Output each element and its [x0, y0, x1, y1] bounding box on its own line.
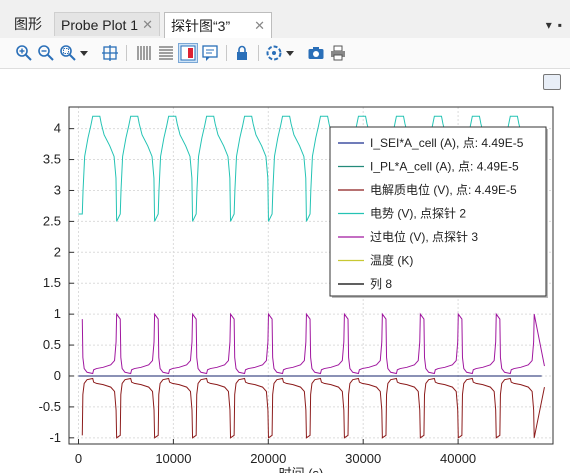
legend-entry: 列 8 — [370, 277, 392, 291]
legend-box — [329, 126, 547, 297]
x-axis-label: 时间 (s) — [279, 466, 324, 473]
tab-label: Probe Plot 1 — [61, 16, 139, 33]
y-tick-label: 3 — [54, 182, 61, 197]
x-tick-label: 40000 — [440, 451, 476, 466]
zoom-out-icon[interactable] — [36, 43, 56, 63]
tab-graphics[interactable]: 图形 — [8, 12, 52, 36]
zoom-in-icon[interactable] — [14, 43, 34, 63]
y-tick-label: 3.5 — [43, 152, 61, 167]
y-tick-label: 1 — [54, 306, 61, 321]
y-tick-label: 2 — [54, 244, 61, 259]
y-tick-label: -0.5 — [39, 399, 61, 414]
legend-entry: 温度 (K) — [370, 253, 413, 268]
lock-icon[interactable] — [232, 43, 252, 63]
tab-label: 探针图“3” — [171, 17, 231, 34]
tab-label: 图形 — [14, 16, 42, 32]
y-tick-label: -1 — [49, 430, 61, 445]
close-icon[interactable]: ✕ — [254, 17, 265, 33]
x-tick-label: 30000 — [345, 451, 381, 466]
tab-probe-plot-3[interactable]: 探针图“3” ✕ — [164, 12, 272, 39]
maximize-icon[interactable]: ▪ — [557, 18, 562, 32]
chart-axes — [68, 106, 554, 445]
y-tick-label: 2.5 — [43, 213, 61, 228]
y-tick-label: 0.5 — [43, 337, 61, 352]
snapshot-icon[interactable] — [306, 43, 326, 63]
series-overpotential — [81, 312, 545, 375]
series-electrolyte-potential — [81, 377, 545, 439]
chevron-down-icon[interactable] — [78, 43, 90, 63]
plot-frame — [68, 106, 554, 445]
zoom-box-icon[interactable] — [58, 43, 78, 63]
y-tick-label: 1.5 — [43, 275, 61, 290]
legend-entry: 电势 (V), 点探针 2 — [370, 206, 466, 221]
legend-entry: I_SEI*A_cell (A), 点: 4.49E-5 — [370, 136, 524, 150]
chevron-down-icon[interactable] — [284, 43, 296, 63]
legend-entry: 过电位 (V), 点探针 3 — [370, 229, 478, 244]
legend-icon[interactable] — [178, 43, 198, 63]
close-icon[interactable]: ✕ — [142, 16, 153, 32]
tab-bar: 图形 Probe Plot 1 ✕ 探针图“3” ✕ ▾ ▪ — [0, 0, 570, 39]
tab-probe-plot-1[interactable]: Probe Plot 1 ✕ — [54, 12, 160, 36]
camera-orbit-icon[interactable] — [264, 43, 284, 63]
graphics-toolbar — [0, 38, 570, 69]
legend-entry: 电解质电位 (V), 点: 4.49E-5 — [370, 182, 517, 197]
y-tick-label: 0 — [54, 368, 61, 383]
x-tick-label: 10000 — [155, 451, 191, 466]
grid-x-icon[interactable] — [134, 43, 154, 63]
chevron-down-icon[interactable]: ▾ — [545, 18, 552, 32]
y-tick-label: 4 — [54, 121, 61, 136]
x-tick-label: 0 — [75, 451, 82, 466]
zoom-extents-icon[interactable] — [100, 43, 120, 63]
annotation-icon[interactable] — [200, 43, 220, 63]
comsol-logo-icon — [543, 74, 561, 90]
print-icon[interactable] — [328, 43, 348, 63]
legend-entry: I_PL*A_cell (A), 点: 4.49E-5 — [370, 160, 519, 174]
chart-legend: I_SEI*A_cell (A), 点: 4.49E-5 I_PL*A_cell … — [329, 126, 548, 298]
chart-ticks: -1 -0.5 0 0.5 1 1.5 2 2.5 3 3.5 4 0 10000 20000 30000 4… — [39, 121, 477, 473]
x-tick-label: 20000 — [250, 451, 286, 466]
grid-y-icon[interactable] — [156, 43, 176, 63]
